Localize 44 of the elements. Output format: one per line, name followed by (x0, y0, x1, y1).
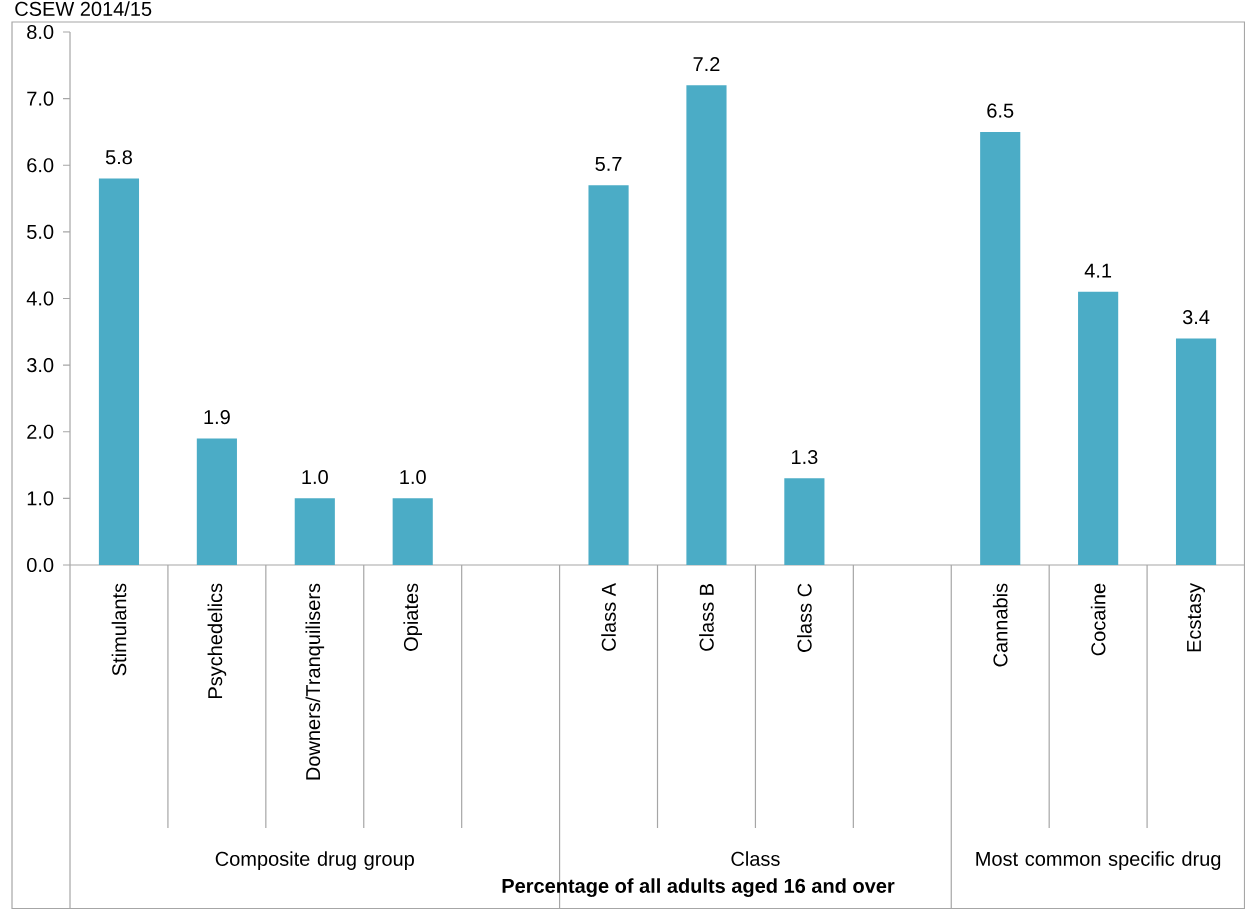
x-tick-label: Downers/Tranquilisers (305, 583, 325, 780)
bar (1078, 291, 1119, 565)
x-tick-label: Opiates (403, 583, 423, 651)
bar (196, 438, 237, 565)
text: Most common specific drug (976, 851, 1221, 870)
data-label: 1.3 (792, 449, 818, 465)
x-tick-label: Stimulants (111, 583, 127, 676)
data-label: 5.7 (595, 157, 622, 171)
x-tick-label: Cannabis (992, 583, 1008, 667)
x-tick-label: Psychedelics (207, 583, 227, 699)
bar (392, 498, 433, 565)
x-tick-label: Class C (797, 583, 812, 652)
bar (980, 131, 1021, 565)
text: Class (731, 851, 780, 866)
y-tick-label: 2.0 (27, 424, 54, 439)
data-label: 4.1 (1084, 263, 1112, 278)
bar (1175, 338, 1217, 565)
data-label: 7.2 (693, 57, 720, 72)
y-tick-label: 7.0 (27, 91, 54, 106)
y-tick-label: 8.0 (27, 24, 54, 40)
data-label: 1.9 (204, 409, 230, 425)
data-label: 3.4 (1182, 310, 1210, 325)
bar (784, 478, 825, 565)
bar (588, 185, 629, 565)
y-tick-label: 5.0 (27, 224, 54, 239)
y-tick-label: 6.0 (27, 158, 54, 173)
y-tick-label: 3.0 (27, 358, 54, 373)
chart-title: CSEW 2014/15 (15, 1, 152, 16)
x-tick-label: Cocaine (1090, 583, 1106, 656)
x-tick-label: Class B (699, 584, 714, 651)
x-axis-title: Percentage of all adults aged 16 and over (502, 878, 895, 897)
bar (686, 85, 727, 565)
x-tick-label: Class A (601, 582, 616, 651)
data-label: 1.0 (400, 469, 426, 485)
x-tick-label: Ecstasy (1187, 582, 1205, 652)
data-label: 6.5 (987, 103, 1014, 118)
y-tick-label: 1.0 (27, 491, 54, 506)
data-label: 1.0 (302, 469, 328, 485)
data-label: 5.8 (105, 150, 132, 165)
y-tick-label: 4.0 (26, 291, 54, 306)
bar (98, 178, 140, 565)
text: Composite drug group (215, 851, 414, 870)
y-tick-label: 0.0 (27, 557, 54, 573)
bar (294, 498, 335, 565)
